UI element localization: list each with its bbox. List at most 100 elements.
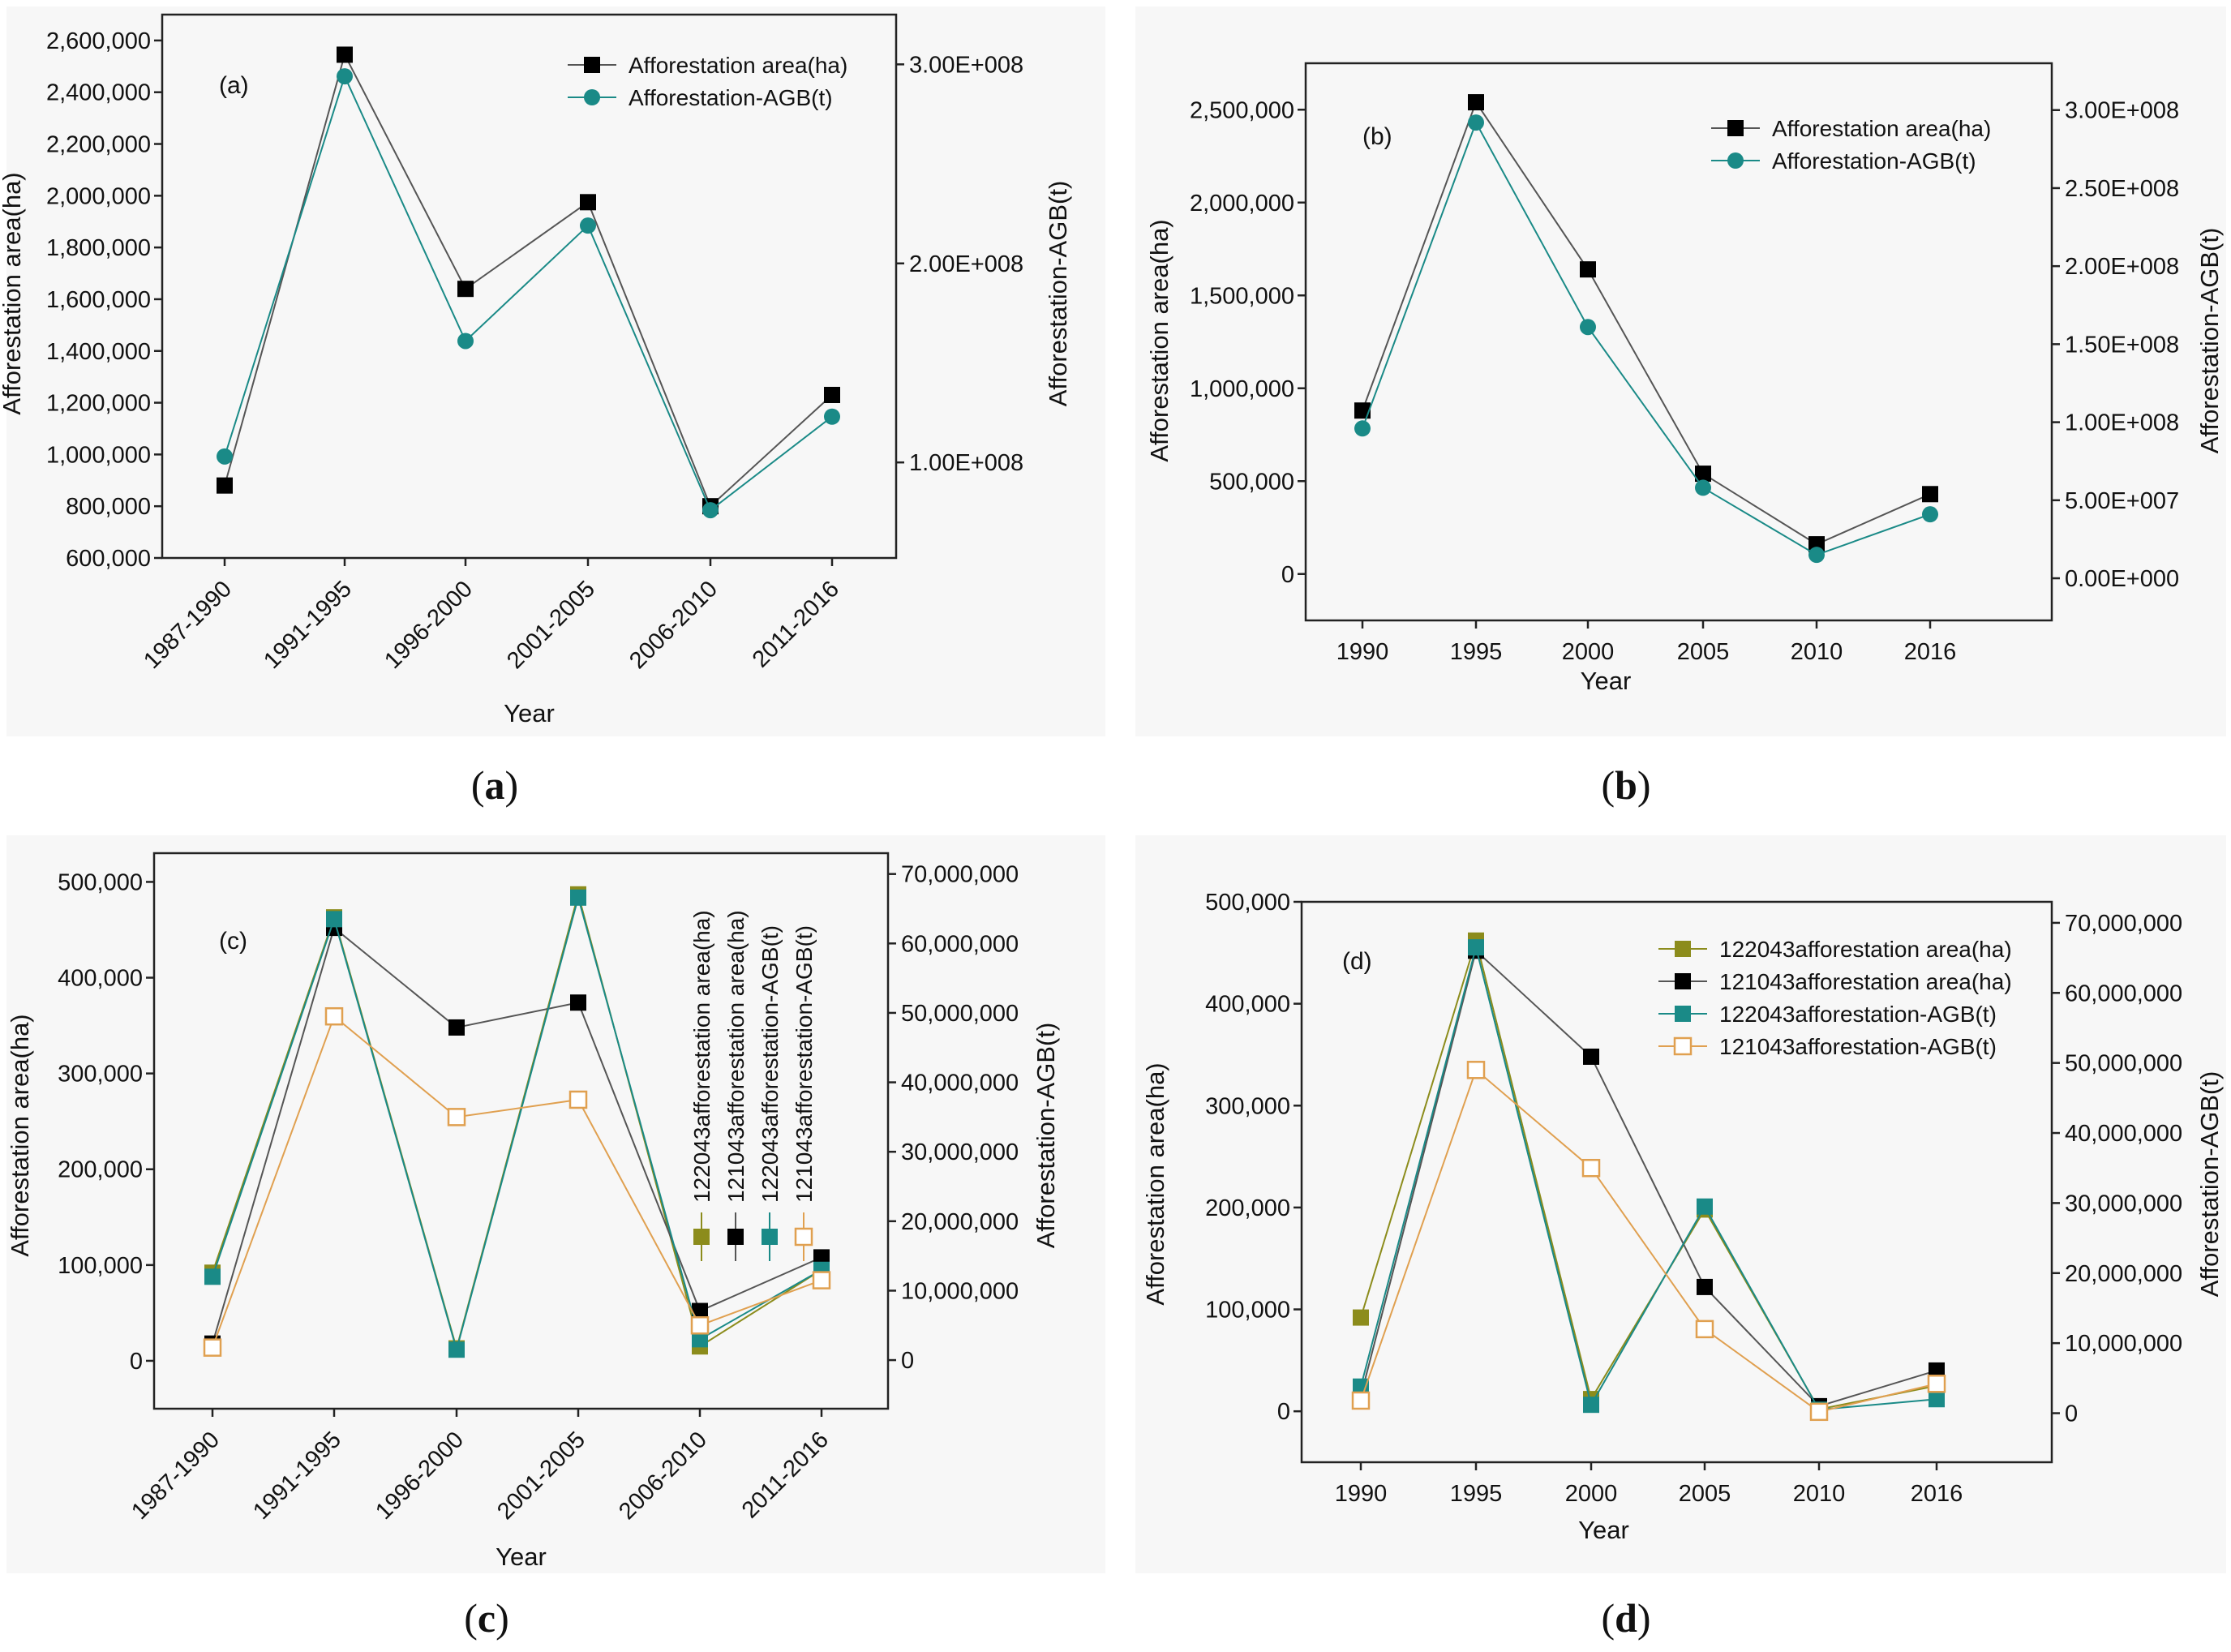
x-tick-label: 2016	[1904, 639, 1957, 665]
y-left-axis-label: Afforestation area(ha)	[1145, 219, 1173, 461]
y-right-tick-label: 20,000,000	[901, 1209, 1019, 1235]
x-tick-label: 2005	[1677, 639, 1730, 665]
data-point	[702, 502, 719, 519]
data-point	[692, 1302, 708, 1319]
panel-caption: (d)	[1601, 1595, 1650, 1641]
legend-a: Afforestation area(ha) Afforestation-AGB(…	[568, 53, 847, 110]
y-right-tick-label: 60,000,000	[901, 931, 1019, 957]
x-tick-label: 2005	[1679, 1481, 1731, 1507]
y-right-axis-label: Afforestation-AGB(t)	[1032, 1023, 1060, 1249]
data-point	[447, 1108, 466, 1126]
y-right-tick-label: 70,000,000	[901, 862, 1019, 888]
data-point	[1929, 1362, 1945, 1379]
legend-label: Afforestation-AGB(t)	[1772, 148, 1976, 174]
plot-frame-d	[1300, 900, 2053, 1464]
data-point	[570, 889, 586, 906]
y-left-tick-label: 500,000	[1209, 469, 1294, 495]
chart-a: 600,000 800,000 1,000,000 1,200,000 1,400,00…	[0, 13, 1072, 808]
data-point	[337, 46, 353, 63]
x-axis-label: Year	[1581, 667, 1632, 695]
caption-letter: c	[478, 1595, 496, 1641]
panel-c-background	[6, 835, 1105, 1573]
legend-marker	[1727, 120, 1744, 136]
series-line-0	[224, 52, 833, 508]
y-right-tick-label: 2.00E+008	[909, 251, 1023, 277]
data-point	[217, 448, 233, 465]
y-right-tick-label: 1.00E+008	[909, 450, 1023, 476]
legend-marker	[584, 89, 600, 105]
x-tick-label: 2011-2016	[737, 1427, 834, 1523]
caption-close-paren: )	[1637, 762, 1651, 808]
x-tick-label: 2000	[1562, 639, 1615, 665]
y-left-tick-label: 500,000	[58, 869, 143, 895]
chart-c: 0 100,000 200,000 300,000 400,000 500,000 0 10,…	[6, 852, 1060, 1641]
legend-c: 122043afforestation area(ha) 121043affore…	[689, 910, 817, 1261]
series-line-3	[212, 1015, 822, 1348]
y-right-tick-label: 10,000,000	[901, 1278, 1019, 1304]
panel-caption: (a)	[471, 762, 518, 808]
y-left-tick-label: 2,200,000	[46, 132, 151, 158]
caption-letter: b	[1615, 762, 1637, 808]
y-left-axis-label: Afforestation area(ha)	[0, 172, 26, 414]
legend-label: 121043afforestation-AGB(t)	[1719, 1034, 1997, 1059]
data-point	[324, 1006, 344, 1026]
y-left-tick-label: 2,000,000	[1190, 191, 1294, 217]
legend-label: Afforestation area(ha)	[629, 53, 847, 78]
data-point	[580, 194, 596, 211]
data-point	[204, 1268, 221, 1285]
y-right-tick-label: 30,000,000	[901, 1139, 1019, 1165]
caption-letter: a	[485, 762, 505, 808]
legend-label: 122043afforestation-AGB(t)	[1719, 1002, 1997, 1027]
data-point	[457, 281, 474, 298]
y-right-tick-label: 0.00E+000	[2065, 566, 2179, 592]
x-tick-label: 1991-1995	[248, 1427, 346, 1525]
y-left-tick-label: 100,000	[1205, 1298, 1290, 1324]
data-point	[1922, 506, 1938, 523]
data-point	[1927, 1375, 1946, 1393]
x-tick-label: 2001-2005	[502, 576, 600, 674]
y-left-tick-label: 2,400,000	[46, 80, 151, 106]
legend-label: 121043afforestation area(ha)	[1719, 969, 2012, 994]
y-right-tick-label: 0	[2065, 1401, 2078, 1427]
data-point	[203, 1338, 222, 1357]
data-point	[217, 477, 233, 494]
series-line-1	[224, 74, 833, 512]
y-right-tick-label: 2.00E+008	[2065, 254, 2179, 280]
panel-tag: (a)	[219, 72, 249, 99]
caption-close-paren: )	[1637, 1595, 1651, 1641]
data-point	[1695, 479, 1711, 496]
data-point	[690, 1316, 710, 1335]
data-point	[824, 387, 840, 403]
data-point	[1353, 1309, 1369, 1326]
x-tick-label: 1990	[1335, 1481, 1388, 1507]
legend-marker	[693, 1229, 710, 1245]
y-left-tick-label: 0	[1281, 562, 1294, 588]
y-left-tick-label: 1,800,000	[46, 235, 151, 261]
data-point	[824, 408, 840, 425]
panel-tag: (d)	[1342, 948, 1372, 975]
legend-marker	[1673, 1036, 1693, 1056]
legend-marker	[1675, 1006, 1691, 1022]
chart-d: 0 100,000 200,000 300,000 400,000 500,000 0 10,…	[1141, 890, 2224, 1641]
y-left-tick-label: 1,500,000	[1190, 283, 1294, 309]
y-right-axis-label: Afforestation-AGB(t)	[2195, 228, 2224, 454]
y-left-tick-label: 0	[130, 1349, 143, 1375]
panel-b-background	[1135, 6, 2226, 736]
y-left-tick-label: 0	[1277, 1399, 1290, 1425]
y-right-tick-label: 50,000,000	[901, 1001, 1019, 1027]
y-left-tick-label: 2,000,000	[46, 183, 151, 209]
data-point	[457, 333, 474, 350]
y-left-tick-label: 200,000	[1205, 1195, 1290, 1221]
y-left-tick-label: 1,600,000	[46, 287, 151, 313]
panel-caption: (b)	[1601, 762, 1650, 808]
x-tick-label: 2000	[1565, 1481, 1618, 1507]
chart-b: 0 500,000 1,000,000 1,500,000 2,000,000 2,500…	[1145, 62, 2224, 808]
x-tick-label: 1990	[1336, 639, 1389, 665]
y-left-tick-label: 1,200,000	[46, 391, 151, 417]
panel-a-background	[6, 6, 1105, 736]
y-right-tick-label: 40,000,000	[901, 1071, 1019, 1096]
data-point	[1583, 1397, 1599, 1414]
y-right-tick-label: 30,000,000	[2065, 1191, 2182, 1216]
legend-marker	[762, 1229, 778, 1245]
data-point	[1697, 1278, 1713, 1295]
